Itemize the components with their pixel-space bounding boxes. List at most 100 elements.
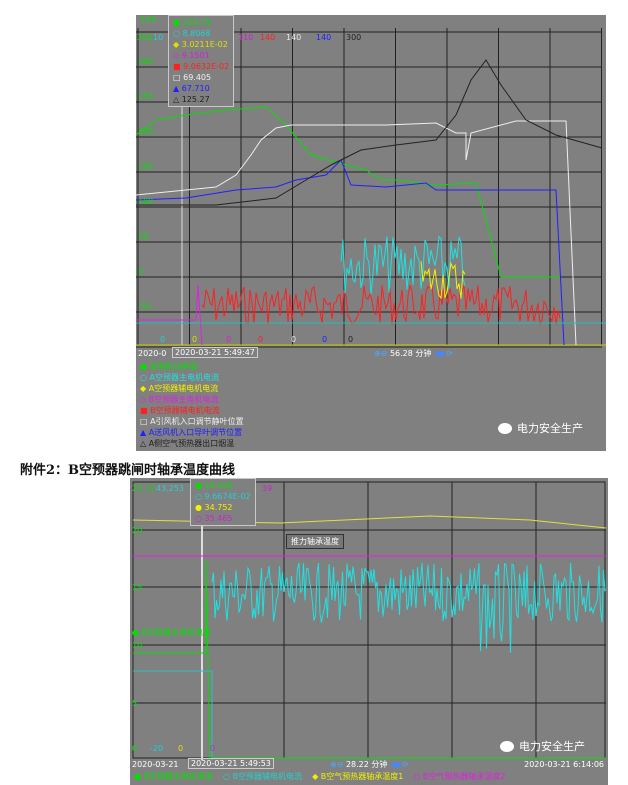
- bottom-trend-plot: [132, 478, 607, 761]
- legend-label: B空预器主电机电流: [148, 395, 219, 404]
- legend-marker-icon: ●: [140, 362, 147, 371]
- zoom-out-icon[interactable]: ⊖: [336, 760, 344, 769]
- axis-min-label: 0: [348, 335, 354, 344]
- cursor-value: △ 125.27: [173, 95, 210, 104]
- legend-marker-icon: ▲: [140, 428, 147, 437]
- prev-icon[interactable]: ◀: [433, 349, 441, 358]
- cursor-value: ■ 9.0632E-02: [173, 62, 230, 71]
- legend-marker-icon: ○: [223, 772, 231, 781]
- legend-item[interactable]: ○ A空预器主电机电流: [140, 372, 244, 383]
- cursor-value: ◆ 3.0211E-02: [173, 40, 228, 49]
- legend-item[interactable]: ◆ B空气预热器轴承温度1: [312, 772, 403, 782]
- next-icon[interactable]: ▶: [440, 349, 447, 358]
- y-tick-label: 0: [138, 267, 144, 276]
- value: 9.1501: [181, 51, 210, 60]
- legend-label: A送风机入口导叶调节位置: [148, 428, 243, 437]
- cursor-time: 2020-03-21 5:49:47: [172, 347, 258, 358]
- axis-max-label: 43.253: [156, 484, 184, 493]
- legend-item[interactable]: ▲ A送风机入口导叶调节位置: [140, 427, 244, 438]
- legend-item[interactable]: ● 发电机功率值: [140, 361, 244, 372]
- legend-item[interactable]: △ A侧空气预热器出口烟温: [140, 438, 244, 449]
- zoom-controls[interactable]: ⊕⊖ 28.22 分钟 ◀▶⟳: [330, 759, 409, 770]
- time-span: 56.28 分钟: [389, 349, 432, 358]
- cursor-time: 2020-03-21 5:49:53: [188, 758, 274, 769]
- wechat-icon: [498, 422, 512, 434]
- value: 34.752: [204, 503, 233, 512]
- y-tick-label: 5: [132, 699, 138, 708]
- legend-marker-icon: ◆: [140, 384, 147, 393]
- legend-item[interactable]: ◇ B空预器主电机电流: [140, 394, 244, 405]
- legend-item[interactable]: ● B空预器主电机电流: [134, 772, 213, 782]
- zoom-controls[interactable]: ⊕⊖ 56.28 分钟 ◀▶⟳: [374, 348, 453, 359]
- series-b-aux-current: [211, 562, 606, 653]
- series-b-main-current: [136, 284, 203, 346]
- axis-min-label: 0: [160, 335, 166, 344]
- axis-max-label: 23.72: [132, 484, 155, 493]
- cursor-value: ○ 35.465: [195, 514, 233, 523]
- legend-marker-icon: △: [140, 439, 147, 448]
- value: 9.0632E-02: [183, 62, 230, 71]
- axis-min-label: 0: [192, 335, 198, 344]
- series-b-aux-step: [133, 670, 213, 760]
- next-icon[interactable]: ▶: [396, 760, 403, 769]
- start-time: 2020-0: [138, 349, 167, 358]
- axis-min-label: -20: [150, 744, 164, 753]
- end-time: 2020-03-21 6:14:06: [524, 760, 604, 769]
- axis-min-label: 0: [132, 744, 138, 753]
- series-a-aux-current: [420, 261, 466, 300]
- legend-label: A引风机入口调节静叶位置: [150, 417, 244, 426]
- value: 69.405: [183, 73, 212, 82]
- value: 8.8068: [182, 29, 211, 38]
- legend-label: B空气预热器轴承温度2: [422, 772, 506, 781]
- cursor-value-box: ● 226.79 ○ 8.8068 ◆ 3.0211E-02 ◇ 9.1501 ■ 9.…: [168, 15, 235, 107]
- zoom-in-icon[interactable]: ⊕: [374, 349, 381, 358]
- legend-marker-icon: ○: [140, 373, 147, 382]
- series-generator-power: [136, 106, 561, 278]
- series-flue-temp: [136, 59, 603, 206]
- start-time: 2020-03-21: [132, 760, 179, 769]
- refresh-icon[interactable]: ⟳: [446, 349, 453, 358]
- axis-min-label: 0: [291, 335, 297, 344]
- axis-max-label: 140: [286, 33, 302, 42]
- refresh-icon[interactable]: ⟳: [402, 760, 409, 769]
- y-tick-label: 15: [132, 583, 143, 592]
- value: 10.100: [204, 481, 233, 490]
- legend-marker-icon: ◆: [312, 772, 319, 781]
- axis-max-label: 350: [137, 33, 153, 42]
- zoom-out-icon[interactable]: ⊖: [380, 349, 388, 358]
- axis-max-label: 39: [262, 484, 273, 493]
- axis-min-label: 0: [210, 744, 216, 753]
- value: 67.710: [181, 84, 210, 93]
- axis-min-label: 0: [178, 744, 184, 753]
- legend-label: B空预器辅电机电流: [232, 772, 303, 781]
- legend-item[interactable]: ■ B空预器辅电机电流: [140, 405, 244, 416]
- series-label: ● B空预器主电机电流: [132, 628, 212, 637]
- legend-label: B空预器辅电机电流: [150, 406, 220, 415]
- value: 35.465: [204, 514, 233, 523]
- watermark: 电力安全生产: [500, 738, 585, 754]
- legend-item[interactable]: ○ B空预器辅电机电流: [223, 772, 302, 782]
- cursor-value: ● 34.752: [195, 503, 233, 512]
- top-trend-screenshot: 350 10 110 140 140 140 300 300 250 200 150 100 50 0 -…: [136, 15, 606, 451]
- cursor-value: ● 10.100: [195, 481, 233, 490]
- cursor-value: ● 226.79: [173, 18, 211, 27]
- legend-item[interactable]: ○ B空气预热器轴承温度2: [413, 772, 505, 782]
- prev-icon[interactable]: ◀: [389, 760, 397, 769]
- value: 3.0211E-02: [181, 40, 228, 49]
- figure-caption: 附件2：B空预器跳闸时轴承温度曲线: [20, 463, 236, 478]
- legend-item[interactable]: ◆ A空预器辅电机电流: [140, 383, 244, 394]
- legend-item[interactable]: □ A引风机入口调节静叶位置: [140, 416, 244, 427]
- value: 226.79: [182, 18, 211, 27]
- legend-label: 发电机功率值: [149, 362, 198, 371]
- axis-max-label: 10: [153, 33, 164, 42]
- axis-min-label: 0: [226, 335, 232, 344]
- legend-label: B空气预热器轴承温度1: [320, 772, 404, 781]
- legend-label: A空预器主电机电流: [149, 373, 220, 382]
- cursor-value: ○ 8.8068: [173, 29, 211, 38]
- axis-max-label: 110: [238, 33, 254, 42]
- y-tick-label: 10: [132, 641, 143, 650]
- cursor-value: □ 69.405: [173, 73, 212, 82]
- zoom-in-icon[interactable]: ⊕: [330, 760, 337, 769]
- series-fan-vane: [136, 120, 577, 346]
- y-tick-label: 300: [138, 57, 154, 66]
